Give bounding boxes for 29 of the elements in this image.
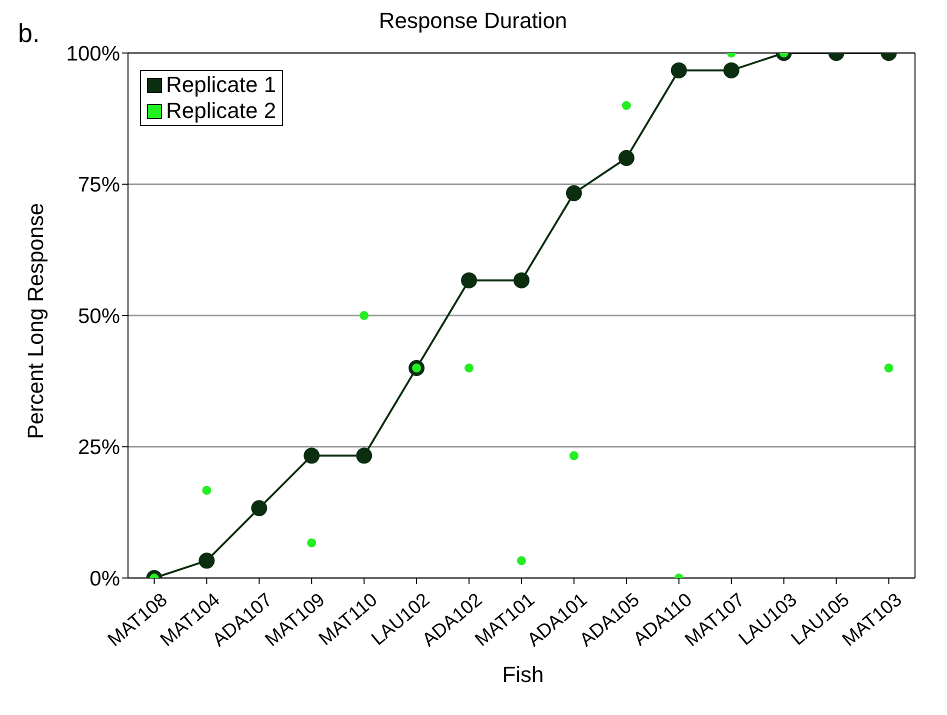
point [360,311,369,320]
chart-title: Response Duration [378,8,568,33]
y-tick-label: 75% [78,174,120,197]
point [884,364,894,372]
point [461,272,478,288]
point [622,101,631,110]
y-tick-label: 0% [90,567,120,590]
point [356,448,372,464]
point [514,272,530,288]
point [464,364,474,372]
point [198,552,215,569]
point [569,451,578,460]
legend-label: Replicate 2 [166,98,276,124]
y-axis-title: Percent Long Response [23,202,49,442]
point [618,150,634,166]
point [202,486,212,495]
point [566,185,582,202]
point [670,62,687,78]
point [517,556,526,566]
point [304,448,320,464]
legend-label: Replicate 1 [166,72,276,98]
y-tick-label: 100% [66,42,120,66]
x-axis-title: Fish [501,662,545,688]
point [723,62,740,78]
point [307,538,316,548]
point [251,500,268,516]
y-tick-label: 25% [78,436,120,460]
text: b. [18,18,40,49]
y-tick-label: 50% [78,304,120,328]
